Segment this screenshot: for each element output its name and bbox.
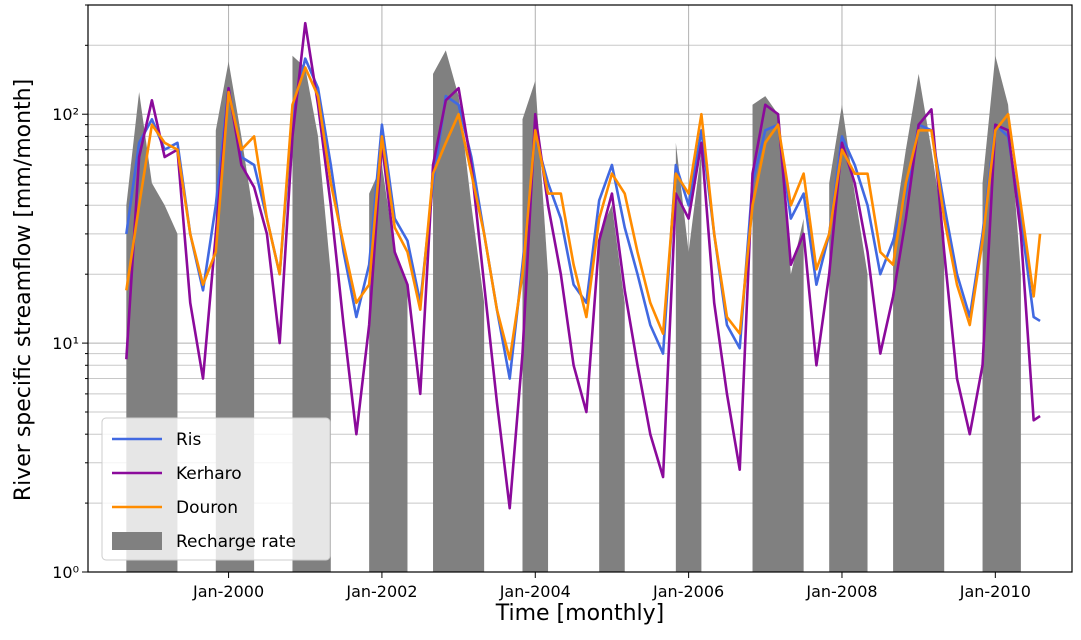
- recharge-area: [433, 50, 485, 572]
- x-axis-label: Time [monthly]: [495, 601, 665, 626]
- recharge-area: [599, 205, 625, 572]
- recharge-area: [752, 96, 804, 572]
- x-tick-label: Jan-2004: [499, 582, 571, 601]
- legend-label: Douron: [176, 498, 238, 518]
- series-line: [125, 21, 1041, 510]
- legend-swatch: [112, 532, 162, 550]
- recharge-area: [522, 80, 549, 572]
- y-tick-label: 10¹: [52, 334, 79, 353]
- plot-frame: [87, 4, 1073, 573]
- legend-label: Recharge rate: [176, 532, 296, 552]
- recharge-area: [369, 164, 408, 572]
- x-tick-label: Jan-2006: [652, 582, 724, 601]
- series-line: [125, 66, 1042, 361]
- legend-label: Ris: [176, 430, 202, 450]
- legend-box: [101, 417, 331, 561]
- y-tick-label: 10²: [52, 105, 79, 124]
- y-axis-label: River specific streamflow [mm/month]: [11, 79, 36, 501]
- recharge-area: [675, 142, 702, 572]
- x-tick-label: Jan-2010: [959, 582, 1031, 601]
- x-tick-label: Jan-2002: [345, 582, 417, 601]
- x-tick-label: Jan-2000: [192, 582, 264, 601]
- legend-label: Kerharo: [176, 464, 242, 484]
- x-tick-label: Jan-2008: [805, 582, 877, 601]
- recharge-area: [982, 55, 1021, 572]
- y-tick-label: 10⁰: [52, 563, 79, 582]
- recharge-area: [829, 104, 868, 572]
